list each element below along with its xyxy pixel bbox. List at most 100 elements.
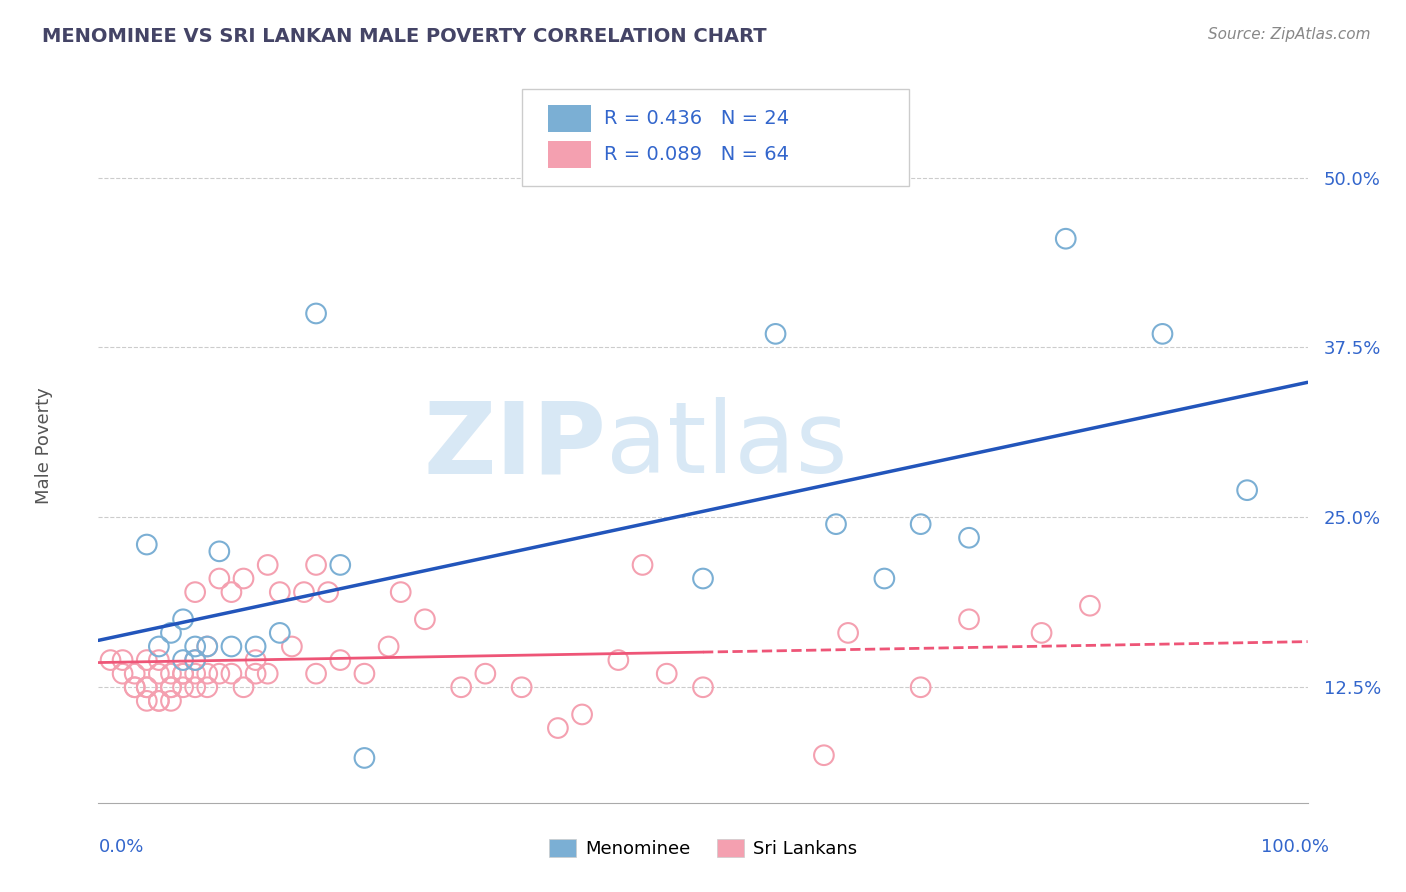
Point [111,653,134,667]
Point [208,572,231,586]
Point [172,612,194,626]
Point [124,680,146,694]
Point [184,585,207,599]
Point [221,640,243,654]
Point [111,666,134,681]
Point [160,694,183,708]
Point [389,585,412,599]
Point [655,666,678,681]
Point [269,585,291,599]
Point [195,680,218,694]
Point [100,653,122,667]
Point [135,537,157,551]
Point [221,666,243,681]
Point [329,653,352,667]
Point [825,517,848,532]
Point [474,666,496,681]
Point [305,558,328,572]
Point [450,680,472,694]
Point [910,517,932,532]
Text: atlas: atlas [606,398,848,494]
FancyBboxPatch shape [522,89,908,186]
Point [172,666,194,681]
Point [305,306,328,320]
Point [292,585,315,599]
Point [837,626,859,640]
Point [353,666,375,681]
Point [547,721,569,735]
Point [245,640,267,654]
Point [510,680,533,694]
Point [873,572,896,586]
Point [148,640,170,654]
Point [148,666,170,681]
Point [256,558,278,572]
Point [957,612,980,626]
Point [377,640,399,654]
Point [269,626,291,640]
Point [160,680,183,694]
Point [1078,599,1101,613]
FancyBboxPatch shape [548,105,591,132]
Point [316,585,339,599]
Point [172,666,194,681]
Point [281,640,304,654]
Text: Source: ZipAtlas.com: Source: ZipAtlas.com [1208,27,1371,42]
Point [135,680,157,694]
Point [1236,483,1258,498]
FancyBboxPatch shape [548,141,591,168]
Text: ZIP: ZIP [423,398,606,494]
Point [692,680,714,694]
Point [172,653,194,667]
Point [631,558,654,572]
Text: R = 0.436   N = 24: R = 0.436 N = 24 [603,109,789,128]
Point [208,544,231,558]
Point [148,653,170,667]
Point [957,531,980,545]
Point [184,640,207,654]
Point [245,666,267,681]
Point [1031,626,1053,640]
Point [692,572,714,586]
Text: MENOMINEE VS SRI LANKAN MALE POVERTY CORRELATION CHART: MENOMINEE VS SRI LANKAN MALE POVERTY COR… [42,27,766,45]
Point [148,694,170,708]
Point [221,585,243,599]
Point [184,666,207,681]
Point [195,666,218,681]
Point [124,666,146,681]
Legend: Menominee, Sri Lankans: Menominee, Sri Lankans [541,831,865,865]
Point [184,680,207,694]
Point [208,666,231,681]
Point [413,612,436,626]
Point [305,666,328,681]
Point [813,748,835,763]
Point [160,680,183,694]
Point [160,666,183,681]
Point [571,707,593,722]
Text: R = 0.089   N = 64: R = 0.089 N = 64 [603,145,789,163]
Point [172,680,194,694]
Point [135,680,157,694]
Point [232,680,254,694]
Text: 0.0%: 0.0% [98,838,143,855]
Point [184,653,207,667]
Point [184,653,207,667]
Point [195,640,218,654]
Point [148,694,170,708]
Point [135,694,157,708]
Text: Male Poverty: Male Poverty [35,388,53,504]
Point [353,751,375,765]
Point [135,653,157,667]
Point [232,572,254,586]
Point [256,666,278,681]
Point [1054,232,1077,246]
Point [1152,326,1174,341]
Point [607,653,630,667]
Point [765,326,787,341]
Point [124,680,146,694]
Point [195,640,218,654]
Point [329,558,352,572]
Point [245,653,267,667]
Point [910,680,932,694]
Text: 100.0%: 100.0% [1261,838,1329,855]
